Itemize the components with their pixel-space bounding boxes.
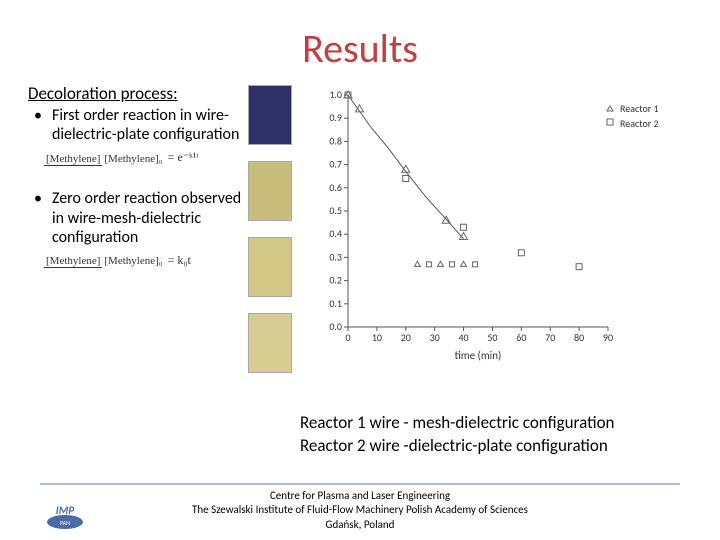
svg-text:80: 80 — [574, 331, 584, 344]
svg-text:Reactor 2: Reactor 2 — [620, 117, 659, 130]
svg-text:0.8: 0.8 — [329, 134, 342, 147]
swatch-1 — [248, 85, 292, 145]
footer-line-2: The Szewalski Institute of Fluid-Flow Ma… — [0, 503, 720, 517]
swatch-3 — [248, 237, 292, 297]
sample-swatches — [248, 83, 296, 373]
svg-text:IMP: IMP — [56, 504, 75, 517]
eq1-rhs: = e⁻ᵏ¹ᵗ — [165, 150, 199, 164]
equation-2: [Methylene][Methylene]₀ = k₀t — [44, 253, 248, 268]
svg-text:0.4: 0.4 — [329, 227, 342, 240]
eq2-denominator: [Methylene]₀ — [102, 255, 164, 267]
bullet-1: • First order reaction in wire-dielectri… — [28, 106, 248, 144]
content-area: Decoloration process: • First order reac… — [0, 73, 720, 373]
caption-1: Reactor 1 wire - mesh-dielectric configu… — [300, 412, 614, 435]
eq2-numerator: [Methylene] — [44, 255, 102, 268]
bullet-1-text: First order reaction in wire-dielectric-… — [52, 106, 248, 144]
svg-text:1.0: 1.0 — [329, 88, 342, 101]
page-title: Results — [0, 0, 720, 73]
svg-text:10: 10 — [372, 331, 382, 344]
footer-divider — [40, 483, 680, 485]
svg-text:time (min): time (min) — [455, 349, 502, 362]
subheading: Decoloration process: — [28, 83, 248, 104]
svg-text:PAN: PAN — [60, 519, 70, 527]
bullet-dot: • — [34, 106, 42, 144]
imp-logo: IMP PAN — [44, 500, 86, 530]
chart-captions: Reactor 1 wire - mesh-dielectric configu… — [300, 412, 614, 458]
svg-text:30: 30 — [430, 331, 440, 344]
bullet-2: • Zero order reaction observed in wire-m… — [28, 189, 248, 247]
footer: Centre for Plasma and Laser Engineering … — [0, 483, 720, 532]
left-column: Decoloration process: • First order reac… — [28, 83, 248, 373]
svg-text:0: 0 — [345, 331, 350, 344]
svg-text:90: 90 — [603, 331, 613, 344]
svg-text:0.2: 0.2 — [329, 274, 342, 287]
svg-text:0.9: 0.9 — [329, 111, 342, 124]
swatch-4 — [248, 313, 292, 373]
footer-line-1: Centre for Plasma and Laser Engineering — [0, 489, 720, 503]
eq1-denominator: [Methylene]₀ — [102, 153, 164, 165]
svg-text:0.7: 0.7 — [329, 158, 342, 171]
svg-text:70: 70 — [545, 331, 555, 344]
equation-1: [Methylene][Methylene]₀ = e⁻ᵏ¹ᵗ — [44, 150, 248, 165]
svg-text:0.1: 0.1 — [329, 297, 342, 310]
bullet-2-text: Zero order reaction observed in wire-mes… — [52, 189, 248, 247]
svg-text:0.0: 0.0 — [329, 320, 342, 333]
eq1-numerator: [Methylene] — [44, 153, 102, 166]
svg-text:40: 40 — [458, 331, 468, 344]
svg-text:0.5: 0.5 — [329, 204, 342, 217]
svg-text:0.6: 0.6 — [329, 181, 342, 194]
svg-text:0.3: 0.3 — [329, 250, 342, 263]
chart-area: 0 10 20 30 40 50 60 70 80 90 time (min) 0.0 0.1 0.2 0.… — [308, 83, 700, 373]
eq2-rhs: = k₀t — [165, 253, 191, 267]
svg-text:60: 60 — [516, 331, 526, 344]
svg-text:50: 50 — [487, 331, 497, 344]
svg-text:Reactor 1: Reactor 1 — [620, 102, 659, 115]
decay-chart: 0 10 20 30 40 50 60 70 80 90 time (min) 0.0 0.1 0.2 0.… — [308, 83, 688, 363]
footer-line-3: Gdańsk, Poland — [0, 518, 720, 532]
bullet-dot: • — [34, 189, 42, 247]
svg-text:20: 20 — [401, 331, 411, 344]
caption-2: Reactor 2 wire -dielectric-plate configu… — [300, 435, 614, 458]
swatch-2 — [248, 161, 292, 221]
